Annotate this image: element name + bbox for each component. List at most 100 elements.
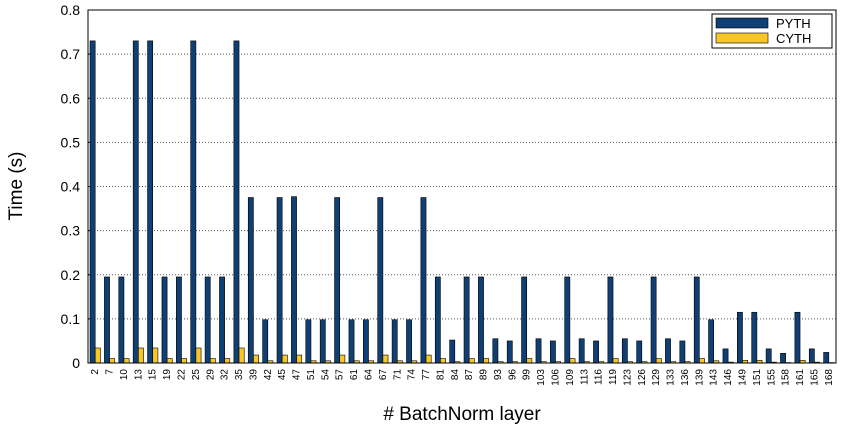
bar xyxy=(305,319,312,364)
bar xyxy=(564,276,571,364)
bar xyxy=(339,354,346,364)
bar xyxy=(650,276,657,364)
bar xyxy=(195,347,202,364)
x-tick-label: 151 xyxy=(752,369,763,386)
x-tick-label: 71 xyxy=(392,369,403,381)
x-tick-label: 47 xyxy=(292,369,303,381)
y-tick-label: 0.4 xyxy=(61,179,81,195)
bar xyxy=(118,276,125,364)
bar xyxy=(535,338,542,364)
bar xyxy=(468,358,475,364)
x-tick-label: 116 xyxy=(594,369,605,385)
bar xyxy=(434,276,441,364)
bar xyxy=(621,338,628,364)
x-tick-label: 81 xyxy=(435,369,446,381)
bar xyxy=(176,276,182,364)
x-tick-label: 143 xyxy=(709,369,720,386)
y-tick-label: 0.1 xyxy=(61,311,81,327)
x-tick-label: 99 xyxy=(522,369,533,381)
bar xyxy=(492,338,499,364)
bar xyxy=(276,197,283,364)
legend-label: PYTH xyxy=(776,16,811,31)
x-tick-label: 123 xyxy=(622,369,633,386)
x-tick-label: 15 xyxy=(148,369,159,381)
bar xyxy=(281,354,288,364)
bar xyxy=(780,352,786,364)
bar xyxy=(348,319,355,364)
bar xyxy=(253,354,259,364)
bar xyxy=(123,358,130,364)
x-tick-label: 168 xyxy=(824,369,835,386)
x-tick-label: 161 xyxy=(795,369,806,386)
x-tick-label: 149 xyxy=(738,369,749,386)
x-tick-label: 126 xyxy=(637,369,648,386)
x-tick-label: 67 xyxy=(378,369,389,381)
x-tick-label: 45 xyxy=(277,369,288,381)
x-tick-label: 158 xyxy=(781,369,792,386)
y-tick-label: 0.7 xyxy=(61,46,81,62)
x-tick-label: 2 xyxy=(90,369,101,375)
x-tick-label: 129 xyxy=(651,369,662,386)
plot-frame xyxy=(87,9,837,364)
x-tick-label: 32 xyxy=(220,369,231,381)
x-tick-label: 103 xyxy=(536,369,547,386)
bar xyxy=(463,276,470,364)
x-tick-label: 119 xyxy=(608,369,619,385)
x-tick-label: 133 xyxy=(666,369,677,386)
bar xyxy=(612,358,619,364)
x-tick-label: 61 xyxy=(349,369,360,381)
bar xyxy=(238,347,245,364)
x-tick-label: 155 xyxy=(766,369,777,386)
bar xyxy=(209,358,216,364)
bar xyxy=(420,197,427,364)
bar xyxy=(751,311,758,364)
bar xyxy=(334,197,341,364)
x-axis-label: # BatchNorm layer xyxy=(383,404,541,425)
bar xyxy=(425,354,432,364)
bar xyxy=(166,358,173,364)
y-axis-label: Time (s) xyxy=(6,152,27,221)
bar xyxy=(363,319,369,364)
bar xyxy=(449,339,456,364)
bar xyxy=(109,358,116,364)
bar xyxy=(794,311,801,364)
x-tick-label: 87 xyxy=(464,369,475,381)
bar xyxy=(483,358,490,364)
x-tick-label: 10 xyxy=(119,369,130,381)
bar xyxy=(440,358,446,364)
x-tick-label: 89 xyxy=(479,369,490,381)
x-tick-label: 136 xyxy=(680,369,691,386)
y-tick-label: 0.5 xyxy=(61,134,81,150)
bar xyxy=(181,358,187,364)
x-tick-label: 113 xyxy=(579,369,590,385)
x-tick-label: 93 xyxy=(493,369,504,381)
x-tick-label: 54 xyxy=(320,369,331,381)
x-tick-label: 51 xyxy=(306,369,317,381)
bar xyxy=(526,358,533,364)
bar xyxy=(296,354,303,364)
x-tick-label: 165 xyxy=(809,369,820,386)
bar xyxy=(699,358,705,364)
y-tick-label: 0.8 xyxy=(61,2,81,18)
bar xyxy=(291,196,297,364)
bar xyxy=(89,40,96,364)
bar xyxy=(152,347,159,364)
x-tick-label: 84 xyxy=(450,369,461,381)
legend-label: CYTH xyxy=(776,31,811,46)
bar xyxy=(737,311,743,364)
bar xyxy=(262,319,269,364)
bar xyxy=(823,352,830,364)
bar xyxy=(204,276,211,364)
bar xyxy=(132,40,139,364)
x-tick-label: 96 xyxy=(507,369,518,381)
legend-swatch xyxy=(715,17,769,29)
x-tick-label: 22 xyxy=(177,369,188,381)
x-tick-label: 39 xyxy=(248,369,259,381)
bar xyxy=(224,358,231,364)
bar xyxy=(506,340,513,364)
bar xyxy=(161,276,168,364)
bar xyxy=(104,276,110,364)
x-tick-label: 106 xyxy=(551,369,562,386)
